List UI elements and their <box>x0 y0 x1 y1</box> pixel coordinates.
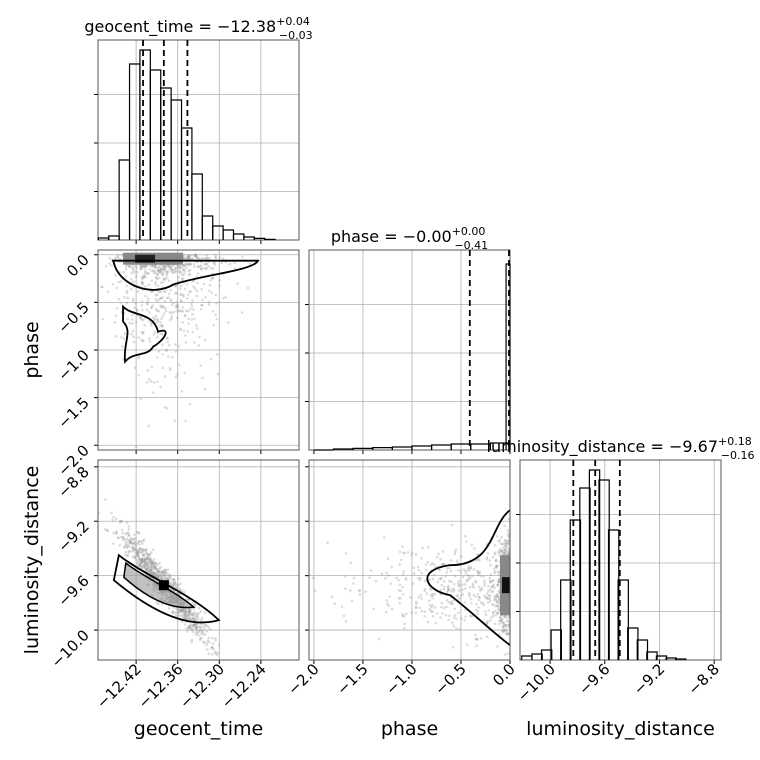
hist-luminosity_distance-bar-16 <box>674 658 687 660</box>
hist-geocent_time-bar-16 <box>264 238 276 240</box>
hist-geocent_time-bar-1 <box>108 235 120 240</box>
hist-luminosity_distance-title: luminosity_distance = −9.67+0.18 −0.16 <box>487 435 755 462</box>
scatter-geocent_time-vs-phase-frame <box>97 249 300 451</box>
axis-luminosity_distance-xtick-label-1: −9.6 <box>575 660 613 698</box>
hist-luminosity_distance-bar-11 <box>627 627 639 660</box>
hist-luminosity_distance-bar-9 <box>607 529 620 660</box>
hist-luminosity_distance-bar-10 <box>617 579 629 660</box>
axis-y-phase-ytick-label-2: −1.0 <box>54 346 92 384</box>
hist-phase-bar-6 <box>430 444 452 450</box>
hist-luminosity_distance-bar-1 <box>531 653 543 660</box>
axis-geocent_time-xtick-label-3: −12.24 <box>218 660 270 712</box>
scatter-phase-vs-luminosity_distance-points <box>311 509 510 656</box>
scatter-geocent_time-vs-luminosity_distance-density-peak <box>158 580 169 591</box>
hist-luminosity_distance-bar-3 <box>550 629 562 660</box>
hist-geocent_time-bar-2 <box>118 159 131 240</box>
xlabel-phase: phase <box>381 718 438 740</box>
scatter-phase-vs-luminosity_distance-density-peak <box>502 577 510 594</box>
hist-geocent_time-frame <box>97 39 300 241</box>
scatter-geocent_time-vs-phase-density-peak <box>135 254 156 263</box>
hist-phase-frame <box>308 249 511 451</box>
hist-geocent_time-bar-13 <box>232 233 245 240</box>
axis-y-phase-ytick-label-4: 0.0 <box>63 251 93 281</box>
hist-luminosity_distance-bars <box>521 469 687 660</box>
hist-phase-bar-5 <box>411 445 433 450</box>
hist-geocent_time-bar-4 <box>139 49 151 240</box>
axis-geocent_time-xtick-label-1: −12.36 <box>135 660 187 712</box>
hist-geocent_time-bar-5 <box>149 69 162 240</box>
axis-phase-xtick-label-2: −1.0 <box>382 660 420 698</box>
scatter-geocent_time-vs-phase-contour-1 <box>122 304 167 364</box>
hist-luminosity_distance-bar-13 <box>646 651 658 660</box>
axis-geocent_time-xtick-label-2: −12.30 <box>176 660 228 712</box>
scatter-geocent_time-vs-luminosity_distance-contour-0 <box>112 553 221 624</box>
axis-luminosity_distance-xtick-label-0: −10.0 <box>514 660 559 705</box>
axis-geocent_time-xtick-label-0: −12.42 <box>93 660 145 712</box>
axis-y-phase-ytick-label-1: −1.5 <box>54 394 92 432</box>
axis-luminosity_distance-xtick-label-2: −9.2 <box>630 660 668 698</box>
hist-luminosity_distance-bar-5 <box>569 519 582 660</box>
axis-luminosity_distance-xtick-label-3: −8.8 <box>684 660 722 698</box>
hist-geocent_time-bar-3 <box>128 63 141 240</box>
axis-phase-xtick-label-0: −2.0 <box>284 660 322 698</box>
axis-phase-xtick-label-1: −1.5 <box>333 660 371 698</box>
scatter-geocent_time-vs-phase-points <box>100 252 260 449</box>
hist-geocent_time-bar-9 <box>191 173 203 240</box>
scatter-phase-vs-luminosity_distance-contour-0 <box>426 509 510 646</box>
hist-geocent_time-bar-6 <box>160 87 172 240</box>
hist-phase-bar-10 <box>505 263 511 450</box>
hist-geocent_time-bar-7 <box>170 99 183 240</box>
axis-y-luminosity_distance-ytick-label-2: −9.2 <box>54 517 92 555</box>
hist-phase-title: phase = −0.00+0.00 −0.41 <box>331 225 488 252</box>
hist-geocent_time-bars <box>97 49 276 240</box>
hist-luminosity_distance-bar-0 <box>521 655 533 660</box>
axis-phase-xtick-label-3: −0.5 <box>431 660 469 698</box>
xlabel-luminosity_distance: luminosity_distance <box>526 718 715 740</box>
scatter-geocent_time-vs-luminosity_distance-points <box>98 498 221 657</box>
scatter-geocent_time-vs-phase-contour-0 <box>111 259 260 291</box>
hist-geocent_time-bar-10 <box>201 215 214 240</box>
ylabel-phase: phase <box>21 321 43 378</box>
xlabel-geocent_time: geocent_time <box>134 718 263 740</box>
hist-phase-bars <box>313 263 511 451</box>
ylabel-luminosity_distance: luminosity_distance <box>21 466 43 655</box>
hist-luminosity_distance-bar-6 <box>579 487 591 660</box>
hist-geocent_time-bar-11 <box>212 225 224 240</box>
hist-luminosity_distance-bar-4 <box>560 579 572 660</box>
axis-y-luminosity_distance-ytick-label-1: −9.6 <box>54 572 92 610</box>
axis-y-phase-ytick-label-3: −0.5 <box>54 298 92 336</box>
axis-phase-xtick-label-4: 0.0 <box>489 660 519 690</box>
hist-geocent_time-title: geocent_time = −12.38+0.04 −0.03 <box>84 15 312 42</box>
hist-luminosity_distance-bar-14 <box>655 655 668 660</box>
hist-luminosity_distance-bar-2 <box>540 649 553 660</box>
axis-y-luminosity_distance-ytick-label-0: −10.0 <box>48 626 93 671</box>
hist-luminosity_distance-bar-8 <box>598 479 610 660</box>
hist-luminosity_distance-bar-12 <box>636 639 649 660</box>
scatter-phase-vs-luminosity_distance-frame <box>308 459 511 661</box>
scatter-geocent_time-vs-luminosity_distance-frame <box>97 459 300 661</box>
hist-geocent_time-bar-12 <box>222 229 235 240</box>
